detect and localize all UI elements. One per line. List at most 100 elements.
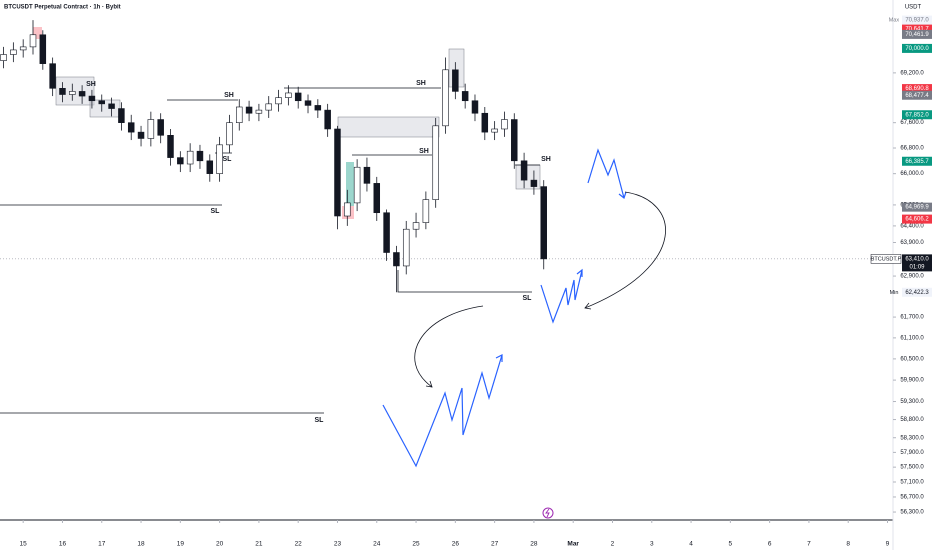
fvg-box bbox=[33, 27, 42, 39]
candle-body bbox=[334, 128, 341, 217]
y-tick-label: 66,000.0 bbox=[900, 171, 924, 177]
y-tick-label: 66,800.0 bbox=[900, 146, 924, 152]
x-tick-label: 24 bbox=[373, 541, 381, 548]
candle-body bbox=[285, 92, 292, 98]
min_label-text: Min bbox=[890, 290, 899, 296]
chart-title: BTCUSDT Perpetual Contract · 1h · Bybit bbox=[4, 5, 121, 11]
candle-body bbox=[491, 128, 498, 133]
x-tick-label: 15 bbox=[20, 541, 28, 548]
arrow-head bbox=[495, 354, 503, 362]
price-label: 67,852.0 bbox=[905, 112, 929, 118]
x-tick-label: 27 bbox=[491, 541, 499, 548]
candle-body bbox=[412, 222, 420, 230]
y-tick-label: 57,500.0 bbox=[900, 465, 924, 471]
x-tick-label: 3 bbox=[650, 541, 654, 548]
y-tick-label: 64,400.0 bbox=[900, 223, 924, 229]
y-tick-label: 67,600.0 bbox=[900, 120, 924, 126]
price-label: 70,461.9 bbox=[905, 32, 929, 38]
candle-body bbox=[167, 135, 174, 158]
price-label: 70,641.7 bbox=[905, 27, 929, 33]
candle-body bbox=[363, 166, 371, 184]
price-label-box bbox=[902, 90, 932, 100]
candle-body bbox=[520, 160, 528, 181]
candle-body bbox=[10, 49, 17, 55]
structure-label: SL bbox=[315, 417, 325, 424]
candle-body bbox=[373, 183, 381, 214]
price-label-box bbox=[902, 43, 932, 53]
x-tick-label: 18 bbox=[137, 541, 145, 548]
x-tick-label: 26 bbox=[452, 541, 460, 548]
candle-body bbox=[127, 122, 135, 133]
price-label-box bbox=[902, 24, 932, 34]
structure-label: SH bbox=[541, 156, 551, 163]
last-price-box bbox=[902, 254, 932, 272]
candle-body bbox=[147, 119, 155, 139]
y-tick-label: 57,100.0 bbox=[900, 480, 924, 486]
candle-body bbox=[530, 179, 538, 187]
candle-body bbox=[432, 125, 439, 200]
candle-body bbox=[88, 95, 96, 102]
max_label-value: 70,937.0 bbox=[905, 18, 929, 24]
x-tick-label: 6 bbox=[768, 541, 772, 548]
price-label: 68,690.8 bbox=[905, 86, 929, 92]
candle-body bbox=[501, 119, 508, 130]
x-tick-label: 23 bbox=[334, 541, 342, 548]
candle-body bbox=[19, 46, 27, 51]
candle-body bbox=[196, 150, 204, 162]
candle-body bbox=[471, 100, 479, 114]
x-tick-label: 2 bbox=[611, 541, 615, 548]
min_label-box bbox=[902, 287, 932, 297]
candle-body bbox=[511, 119, 518, 162]
structure-label: SL bbox=[523, 295, 533, 302]
candle-body bbox=[481, 112, 489, 133]
candle-body bbox=[236, 106, 243, 123]
candle-body bbox=[402, 228, 410, 267]
x-tick-label: 19 bbox=[177, 541, 185, 548]
candle-body bbox=[206, 160, 214, 174]
max_label-text: Max bbox=[889, 18, 900, 24]
candle-body bbox=[540, 186, 547, 260]
candle-body bbox=[452, 69, 459, 92]
fvg-box bbox=[346, 162, 354, 206]
price-label: 68,477.4 bbox=[905, 93, 929, 99]
y-tick-label: 59,900.0 bbox=[900, 378, 924, 384]
x-tick-label: 28 bbox=[530, 541, 538, 548]
zone-box bbox=[337, 116, 440, 138]
y-tick-label: 57,900.0 bbox=[900, 450, 924, 456]
x-tick-label: 7 bbox=[807, 541, 811, 548]
structure-label: SL bbox=[211, 208, 221, 215]
y-tick-label: 58,300.0 bbox=[900, 435, 924, 441]
candle-body bbox=[39, 34, 47, 64]
y-tick-label: 56,700.0 bbox=[900, 495, 924, 501]
candle-body bbox=[255, 109, 263, 114]
x-tick-label: 9 bbox=[886, 541, 890, 548]
candle-body bbox=[0, 54, 7, 61]
candle-body bbox=[49, 63, 56, 89]
y-tick-label: 63,900.0 bbox=[900, 240, 924, 246]
curved-arrow bbox=[414, 305, 484, 388]
candle-body bbox=[461, 91, 469, 102]
candle-body bbox=[422, 199, 430, 223]
x-tick-label: 16 bbox=[59, 541, 67, 548]
candle-body bbox=[275, 97, 282, 105]
x-tick-label: 22 bbox=[295, 541, 303, 548]
price-label: 66,385.7 bbox=[905, 159, 929, 165]
y-tick-label: 56,300.0 bbox=[900, 510, 924, 516]
event-icon[interactable] bbox=[542, 507, 554, 519]
price-label: 70,000.0 bbox=[905, 46, 929, 52]
price-label-box bbox=[902, 84, 932, 94]
candle-body bbox=[226, 122, 233, 146]
arrow-head bbox=[618, 191, 627, 200]
max_label-box bbox=[902, 15, 932, 25]
candle-body bbox=[344, 202, 351, 217]
price-label-box bbox=[902, 110, 932, 120]
unit-label: USDT bbox=[905, 5, 922, 11]
candle-body bbox=[353, 166, 361, 204]
price-label: 64,606.2 bbox=[905, 217, 929, 223]
x-tick-label: 20 bbox=[216, 541, 224, 548]
projection-path bbox=[587, 148, 625, 199]
y-tick-label: 58,800.0 bbox=[900, 417, 924, 423]
y-tick-label: 62,900.0 bbox=[900, 274, 924, 280]
x-tick-label: 21 bbox=[255, 541, 263, 548]
